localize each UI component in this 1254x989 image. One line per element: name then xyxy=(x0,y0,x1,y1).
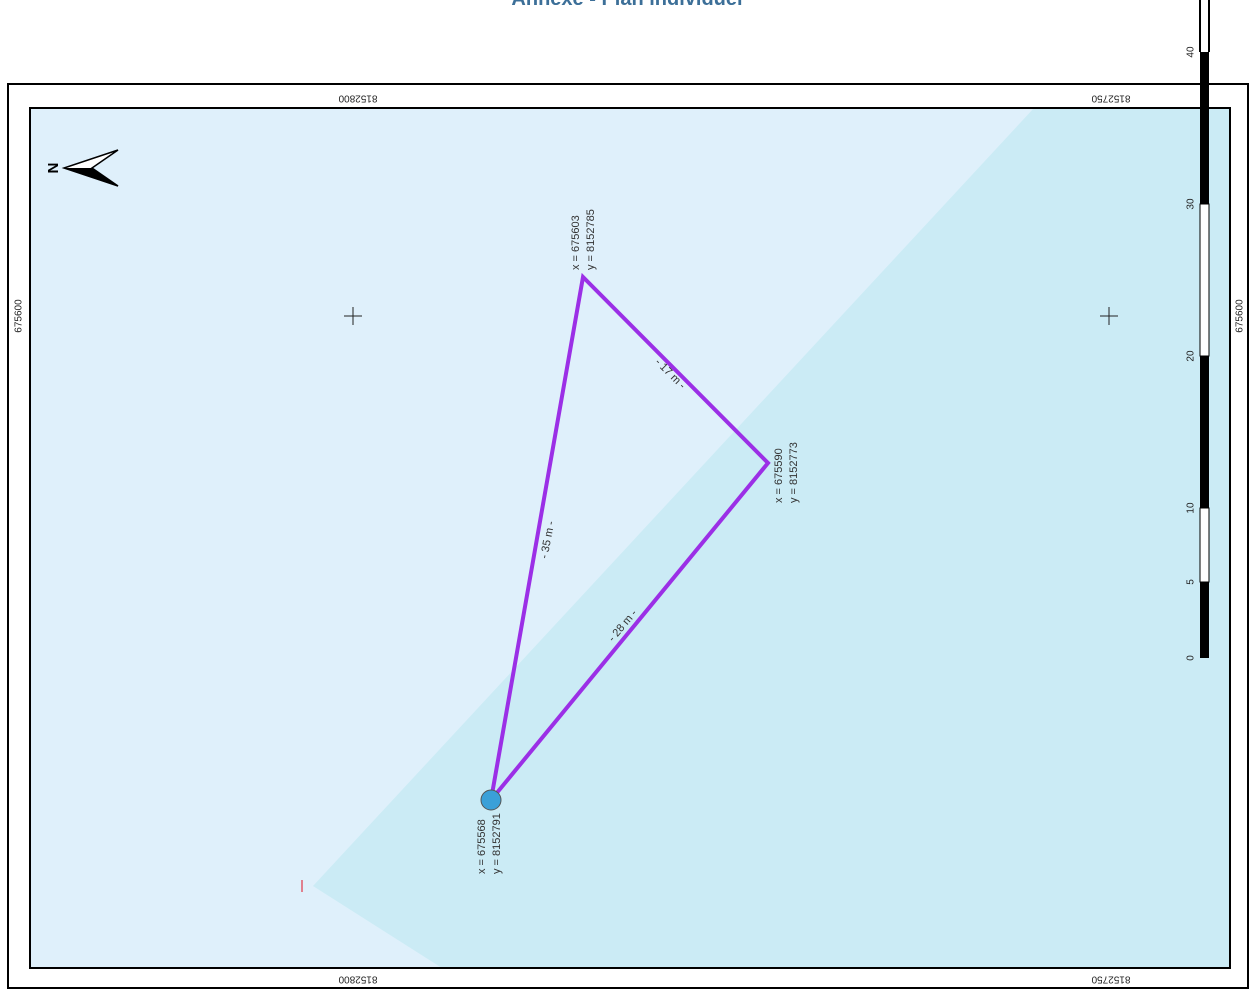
scale-tick-10: 10 xyxy=(1186,502,1197,514)
scale-tick-5: 5 xyxy=(1186,579,1197,585)
map-title: Annexe - Plan individuel xyxy=(0,0,1254,11)
grid-cross-icon xyxy=(1100,307,1118,325)
frame-label-bottom-right: 8152750 xyxy=(1091,973,1130,984)
frame-label-top-left: 8152800 xyxy=(338,92,377,103)
parcel-outline[interactable] xyxy=(487,272,771,808)
scale-tick-30: 30 xyxy=(1186,198,1197,210)
frame-label-top-right: 8152750 xyxy=(1091,92,1130,103)
scale-tick-20: 20 xyxy=(1186,350,1197,362)
vertex-1-x-label: x = 675603 xyxy=(570,215,582,270)
vertex-3-y-label: y = 8152791 xyxy=(491,813,503,874)
frame-label-left: 675600 xyxy=(14,299,25,333)
inner-frame xyxy=(29,107,1231,969)
scale-tick-40: 40 xyxy=(1186,46,1197,58)
vertex-1-y-label: y = 8152785 xyxy=(585,209,597,270)
point-marker-icon[interactable] xyxy=(480,789,502,811)
scale-tick-0: 0 xyxy=(1186,655,1197,661)
north-label: N xyxy=(44,163,61,174)
map-area xyxy=(29,107,1231,969)
vertex-2-y-label: y = 8152773 xyxy=(788,442,800,503)
vertex-3-x-label: x = 675568 xyxy=(476,819,488,874)
grid-cross-icon xyxy=(344,307,362,325)
north-arrow-icon: N xyxy=(44,149,119,187)
scale-bar: 0 5 10 20 30 40 xyxy=(1186,0,1210,661)
water-area xyxy=(313,108,1230,968)
frame-label-bottom-left: 8152800 xyxy=(338,973,377,984)
frame-label-right: 675600 xyxy=(1235,299,1246,333)
vertex-2-x-label: x = 675590 xyxy=(773,448,785,503)
